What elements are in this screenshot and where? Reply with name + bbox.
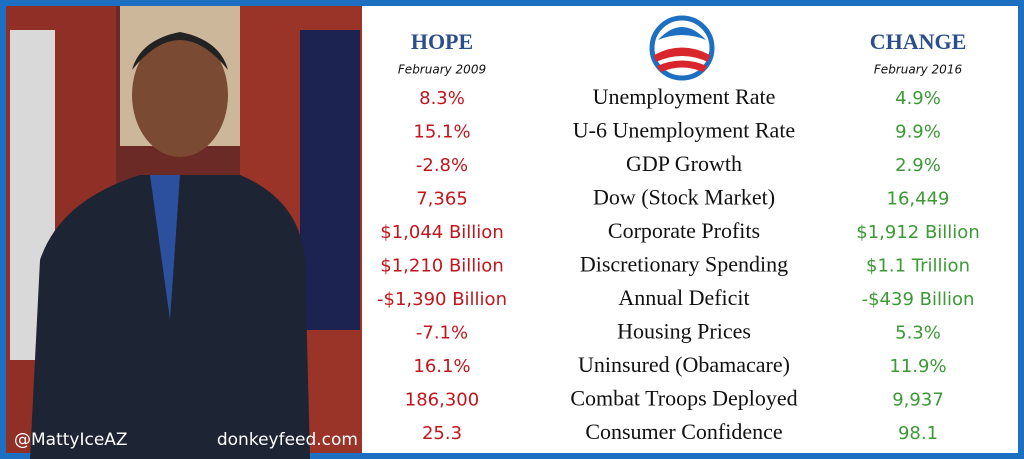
flag	[300, 30, 360, 330]
hope-value: 186,300	[405, 390, 479, 411]
watermark: donkeyfeed.com	[217, 430, 358, 450]
change-title: CHANGE	[870, 29, 967, 54]
hope-value: -7.1%	[416, 323, 468, 344]
change-value: $1,912 Billion	[856, 222, 979, 243]
row-label: GDP Growth	[626, 151, 742, 176]
change-value: 98.1	[898, 423, 938, 444]
logo-stripe	[654, 47, 710, 62]
hope-date: February 2009	[398, 63, 486, 77]
hope-value: 15.1%	[413, 122, 470, 143]
change-value: 16,449	[887, 189, 950, 210]
row-label: Uninsured (Obamacare)	[578, 352, 790, 377]
row-label: Combat Troops Deployed	[570, 386, 797, 411]
change-value: 2.9%	[895, 155, 941, 176]
hope-value: $1,210 Billion	[380, 256, 503, 277]
row-label: Annual Deficit	[618, 285, 749, 310]
table-panel	[362, 6, 1018, 453]
hope-value: 8.3%	[419, 88, 465, 109]
hope-value: 25.3	[422, 423, 462, 444]
hair	[132, 32, 228, 70]
hope-value: -2.8%	[416, 155, 468, 176]
change-value: -$439 Billion	[862, 289, 975, 310]
watermark: @MattyIceAZ	[14, 430, 128, 450]
hope-value: 7,365	[416, 189, 468, 210]
row-label: Housing Prices	[617, 319, 751, 344]
change-value: 4.9%	[895, 88, 941, 109]
hope-value: -$1,390 Billion	[377, 289, 507, 310]
row-label: Dow (Stock Market)	[593, 185, 775, 210]
hope-value: 16.1%	[413, 356, 470, 377]
logo-stripe	[657, 60, 707, 72]
change-value: $1.1 Trillion	[866, 256, 970, 277]
row-label: Discretionary Spending	[580, 252, 788, 277]
hope-value: $1,044 Billion	[380, 222, 503, 243]
row-label: U-6 Unemployment Rate	[573, 118, 795, 143]
row-label: Consumer Confidence	[585, 419, 782, 444]
change-value: 9,937	[892, 390, 944, 411]
change-date: February 2016	[874, 63, 963, 77]
tie	[150, 175, 180, 320]
hope-title: HOPE	[411, 29, 473, 54]
change-value: 11.9%	[889, 356, 946, 377]
change-value: 9.9%	[895, 122, 941, 143]
face	[132, 33, 228, 157]
row-label: Corporate Profits	[608, 218, 760, 243]
row-label: Unemployment Rate	[593, 84, 776, 109]
logo-sun	[658, 27, 706, 40]
change-value: 5.3%	[895, 323, 941, 344]
logo	[649, 15, 715, 81]
